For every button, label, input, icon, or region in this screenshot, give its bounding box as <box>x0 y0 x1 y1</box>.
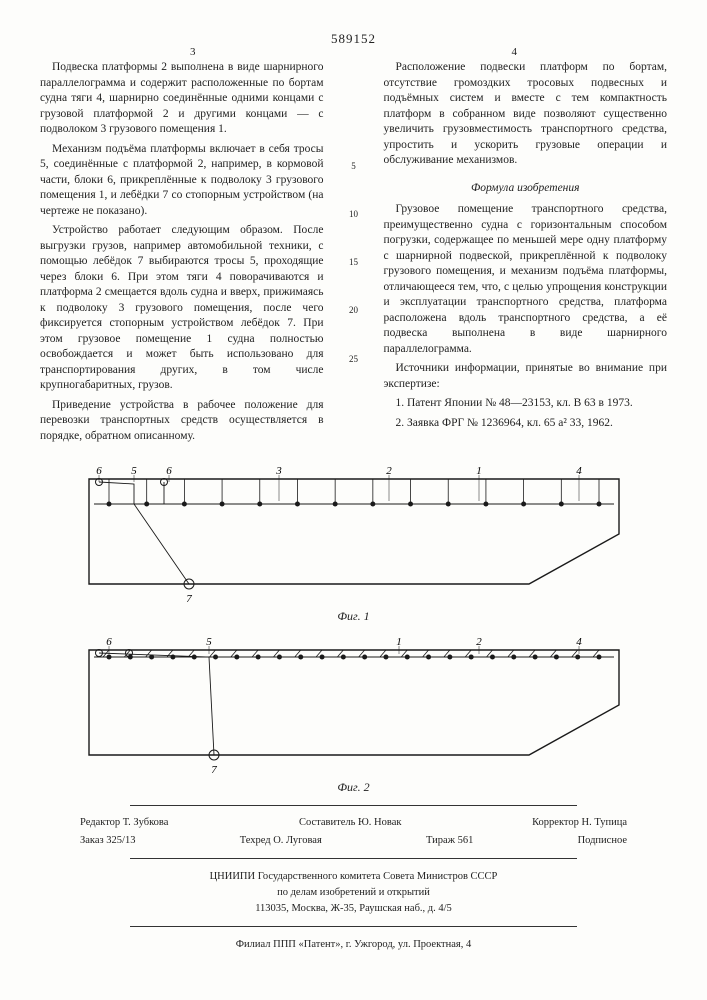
line-markers: 5 10 15 20 25 <box>344 60 364 448</box>
credits-row: Редактор Т. Зубкова Составитель Ю. Новак… <box>40 816 667 830</box>
techred-credit: Техред О. Луговая <box>240 834 322 848</box>
divider <box>130 805 577 806</box>
document-number: 589152 <box>331 30 376 48</box>
svg-text:7: 7 <box>186 593 192 604</box>
figure-2: 651247 Фиг. 2 <box>40 635 667 795</box>
compiler-credit: Составитель Ю. Новак <box>299 816 402 830</box>
left-column-number: 3 <box>190 45 196 60</box>
sources-heading: Источники информации, принятые во вниман… <box>384 361 668 392</box>
figure-1-svg: 65632147 <box>59 464 649 604</box>
footer-branch: Филиал ППП «Патент», г. Ужгород, ул. Про… <box>40 937 667 953</box>
footer-address: 113035, Москва, Ж-35, Раушская наб., д. … <box>40 901 667 917</box>
footer-org: ЦНИИПИ Государственного комитета Совета … <box>40 869 667 885</box>
marker: 15 <box>349 256 358 268</box>
order-number: Заказ 325/13 <box>80 834 135 848</box>
tirazh: Тираж 561 <box>426 834 473 848</box>
marker: 20 <box>349 304 358 316</box>
right-column-number: 4 <box>512 45 518 60</box>
patent-page: 589152 3 4 Подвеска платформы 2 выполнен… <box>0 0 707 1000</box>
marker: 25 <box>349 353 358 365</box>
figure-2-caption: Фиг. 2 <box>40 779 667 795</box>
figure-2-svg: 651247 <box>59 635 649 775</box>
figures-area: 65632147 Фиг. 1 651247 Фиг. 2 <box>40 464 667 794</box>
left-column: Подвеска платформы 2 выполнена в виде ша… <box>40 60 324 448</box>
text-columns: Подвеска платформы 2 выполнена в виде ша… <box>40 60 667 448</box>
editor-credit: Редактор Т. Зубкова <box>80 816 168 830</box>
corrector-credit: Корректор Н. Тупица <box>532 816 627 830</box>
marker: 5 <box>351 160 356 172</box>
divider <box>130 926 577 927</box>
right-column: Расположение подвески платформ по бортам… <box>384 60 668 448</box>
paragraph: Устройство работает следующим образом. П… <box>40 223 324 394</box>
paragraph: Подвеска платформы 2 выполнена в виде ша… <box>40 60 324 138</box>
claim: Грузовое помещение транспортного средств… <box>384 202 668 357</box>
credits-row-2: Заказ 325/13 Техред О. Луговая Тираж 561… <box>40 834 667 848</box>
paragraph: Механизм подъёма платформы включает в се… <box>40 142 324 220</box>
source-item: 2. Заявка ФРГ № 1236964, кл. 65 а² 33, 1… <box>384 416 668 432</box>
marker: 10 <box>349 208 358 220</box>
paragraph: Расположение подвески платформ по бортам… <box>384 60 668 169</box>
formula-heading: Формула изобретения <box>384 181 668 197</box>
footer-org2: по делам изобретений и открытий <box>40 885 667 901</box>
figure-1: 65632147 Фиг. 1 <box>40 464 667 624</box>
source-item: 1. Патент Японии № 48—23153, кл. В 63 в … <box>384 396 668 412</box>
subscribed: Подписное <box>578 834 627 848</box>
divider <box>130 858 577 859</box>
paragraph: Приведение устройства в рабочее положени… <box>40 398 324 445</box>
svg-text:7: 7 <box>211 764 217 775</box>
figure-1-caption: Фиг. 1 <box>40 608 667 624</box>
footer: ЦНИИПИ Государственного комитета Совета … <box>40 869 667 953</box>
